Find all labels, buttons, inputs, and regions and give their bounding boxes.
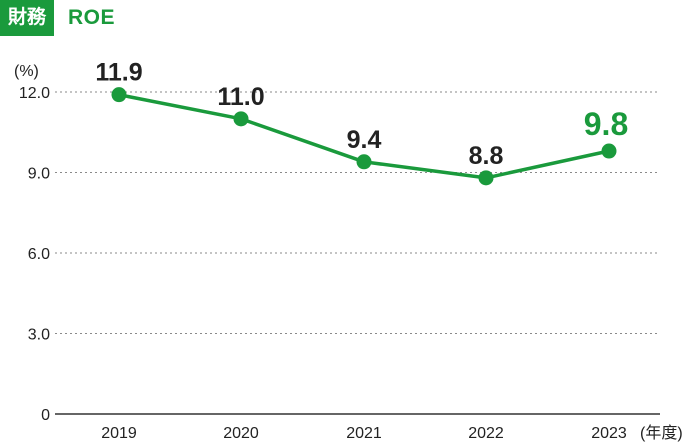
x-tick-label: 2021 <box>346 425 382 442</box>
data-label: 9.8 <box>584 106 628 142</box>
data-point <box>233 111 249 127</box>
data-label: 9.4 <box>347 126 382 154</box>
category-badge: 財務 <box>0 0 55 36</box>
x-tick-label: 2020 <box>223 425 259 442</box>
chart-title: ROE <box>68 6 116 29</box>
y-tick-label: 3.0 <box>28 327 50 344</box>
y-tick-label: 9.0 <box>28 166 50 183</box>
data-point <box>601 143 617 159</box>
x-axis-unit-label: (年度) <box>640 424 683 442</box>
data-point <box>478 170 494 186</box>
header: 財務 ROE <box>0 0 115 36</box>
x-tick-label: 2022 <box>468 425 504 442</box>
data-label: 11.9 <box>95 59 142 87</box>
data-point <box>356 154 372 170</box>
y-tick-label: 0 <box>41 407 50 424</box>
data-label: 8.8 <box>469 142 504 170</box>
x-tick-label: 2019 <box>101 425 137 442</box>
y-axis-unit-label: (%) <box>14 63 39 80</box>
data-point <box>111 87 127 103</box>
data-label: 11.0 <box>217 83 264 111</box>
y-tick-label: 6.0 <box>28 246 50 263</box>
y-tick-label: 12.0 <box>19 85 50 102</box>
x-tick-label: 2023 <box>591 425 627 442</box>
